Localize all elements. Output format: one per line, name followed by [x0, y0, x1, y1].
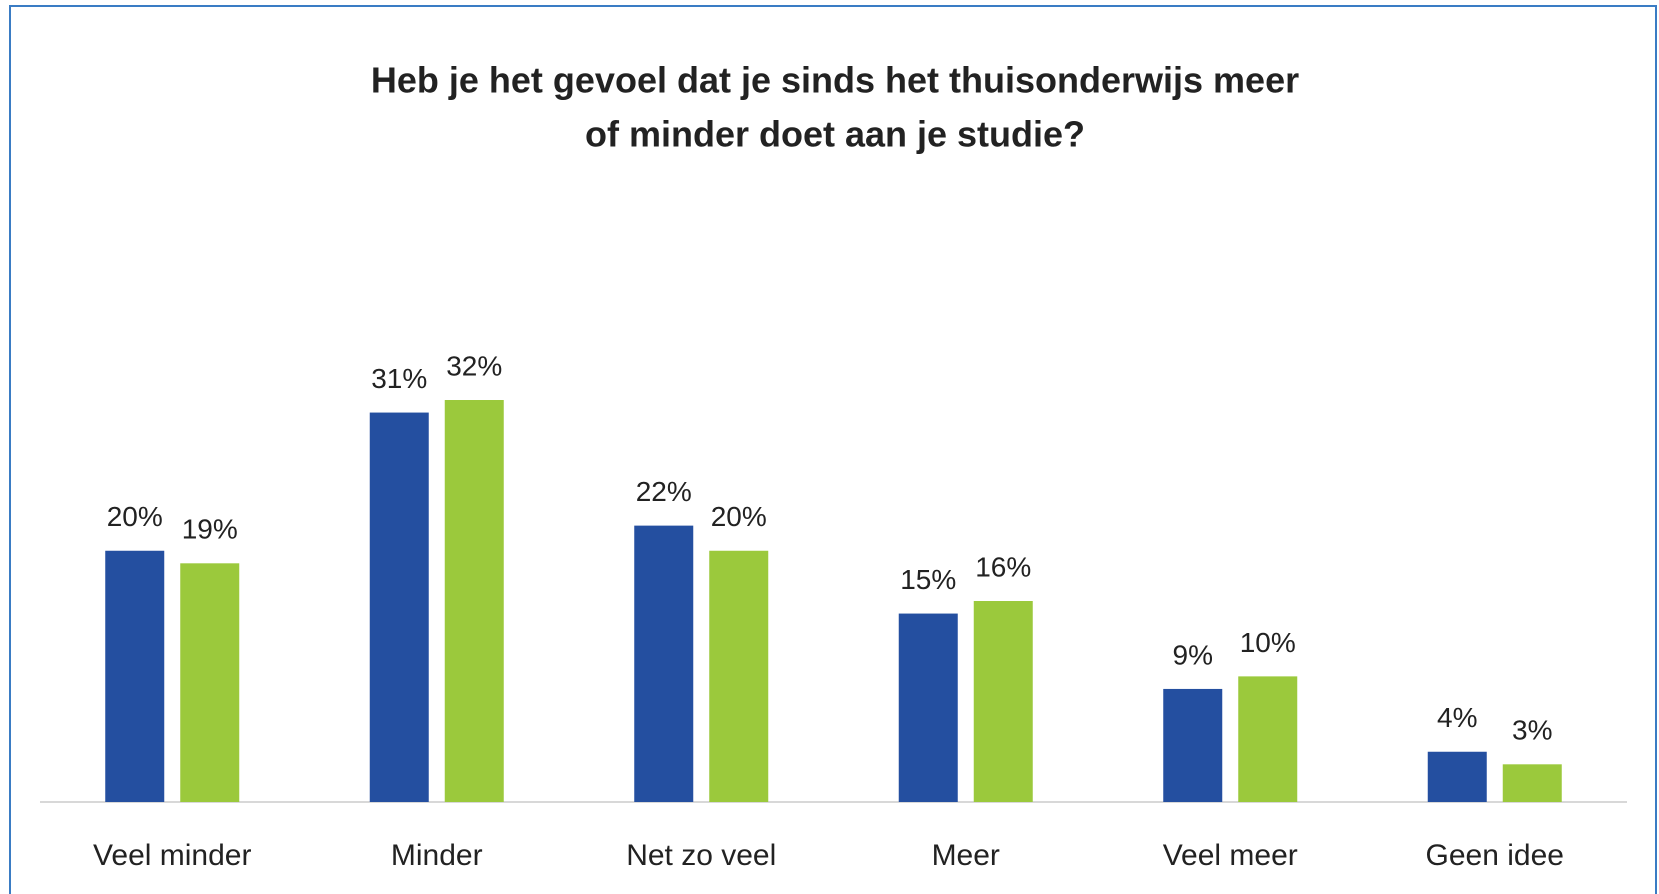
bar [105, 550, 165, 802]
bar [898, 613, 958, 802]
x-tick-label: Geen idee [1426, 839, 1564, 872]
frame [9, 5, 1657, 894]
data-label: 16% [975, 551, 1031, 582]
data-label: 3% [1512, 715, 1552, 746]
data-label: 31% [371, 363, 427, 394]
x-tick-label: Veel minder [93, 839, 251, 872]
chart-title: Heb je het gevoel dat je sinds het thuis… [371, 60, 1299, 101]
data-label: 32% [446, 350, 502, 381]
bar [369, 412, 429, 802]
chart-title: of minder doet aan je studie? [585, 114, 1085, 155]
bar [444, 400, 504, 802]
bar [1502, 764, 1562, 802]
bar [1163, 688, 1223, 802]
x-tick-label: Meer [932, 839, 1000, 872]
bar [1427, 751, 1487, 802]
data-label: 19% [182, 514, 238, 545]
bar [180, 563, 240, 802]
data-label: 10% [1240, 627, 1296, 658]
x-tick-label: Minder [391, 839, 483, 872]
bar [973, 601, 1033, 802]
bar [709, 550, 769, 802]
data-label: 9% [1173, 639, 1213, 670]
bar [1238, 676, 1298, 802]
data-label: 15% [900, 564, 956, 595]
x-tick-label: Net zo veel [626, 839, 776, 872]
x-tick-label: Veel meer [1163, 839, 1298, 872]
bar [634, 525, 694, 802]
data-label: 20% [107, 501, 163, 532]
data-label: 4% [1437, 702, 1477, 733]
data-label: 22% [636, 476, 692, 507]
data-label: 20% [711, 501, 767, 532]
